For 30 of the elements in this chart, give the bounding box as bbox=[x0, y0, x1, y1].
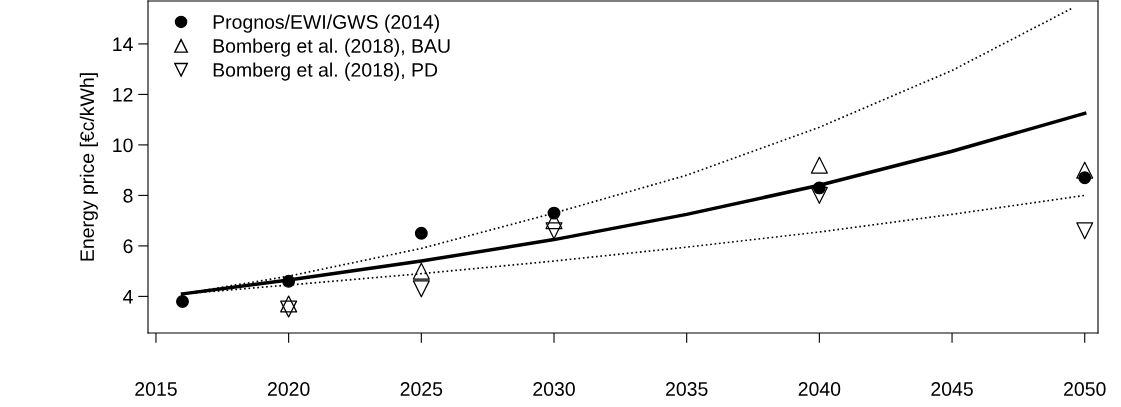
legend-label: Bomberg et al. (2018), BAU bbox=[213, 38, 450, 57]
point bbox=[414, 226, 428, 240]
x-tick-label: 2025 bbox=[400, 382, 443, 396]
legend-label: Bomberg et al. (2018), PD bbox=[213, 62, 438, 81]
point bbox=[1076, 161, 1094, 179]
x-tick-label: 2050 bbox=[1064, 382, 1106, 396]
y-tick-label: 10 bbox=[113, 138, 133, 153]
x-tick-label: 2020 bbox=[267, 382, 310, 396]
y-axis-title: Energy price [€c/kWh] bbox=[79, 73, 98, 261]
y-tick-label: 6 bbox=[123, 239, 133, 254]
x-tick-label: 2035 bbox=[666, 382, 708, 396]
y-tick-label: 8 bbox=[123, 188, 133, 203]
point bbox=[810, 156, 828, 174]
x-tick-label: 2030 bbox=[533, 382, 575, 396]
legend-label: Prognos/EWI/GWS (2014) bbox=[213, 14, 439, 33]
y-tick-label: 14 bbox=[113, 37, 133, 51]
point bbox=[1076, 222, 1094, 240]
y-tick-label: 12 bbox=[113, 87, 133, 102]
point bbox=[280, 300, 298, 318]
point bbox=[412, 280, 430, 298]
point bbox=[545, 222, 563, 240]
x-tick-label: 2015 bbox=[135, 382, 177, 396]
y-tick-label: 4 bbox=[123, 290, 133, 304]
point bbox=[282, 274, 296, 288]
point bbox=[412, 262, 430, 280]
point bbox=[176, 295, 189, 308]
point bbox=[810, 186, 828, 204]
x-tick-label: 2040 bbox=[798, 382, 841, 396]
point bbox=[280, 295, 298, 313]
x-tick-label: 2045 bbox=[931, 382, 973, 396]
